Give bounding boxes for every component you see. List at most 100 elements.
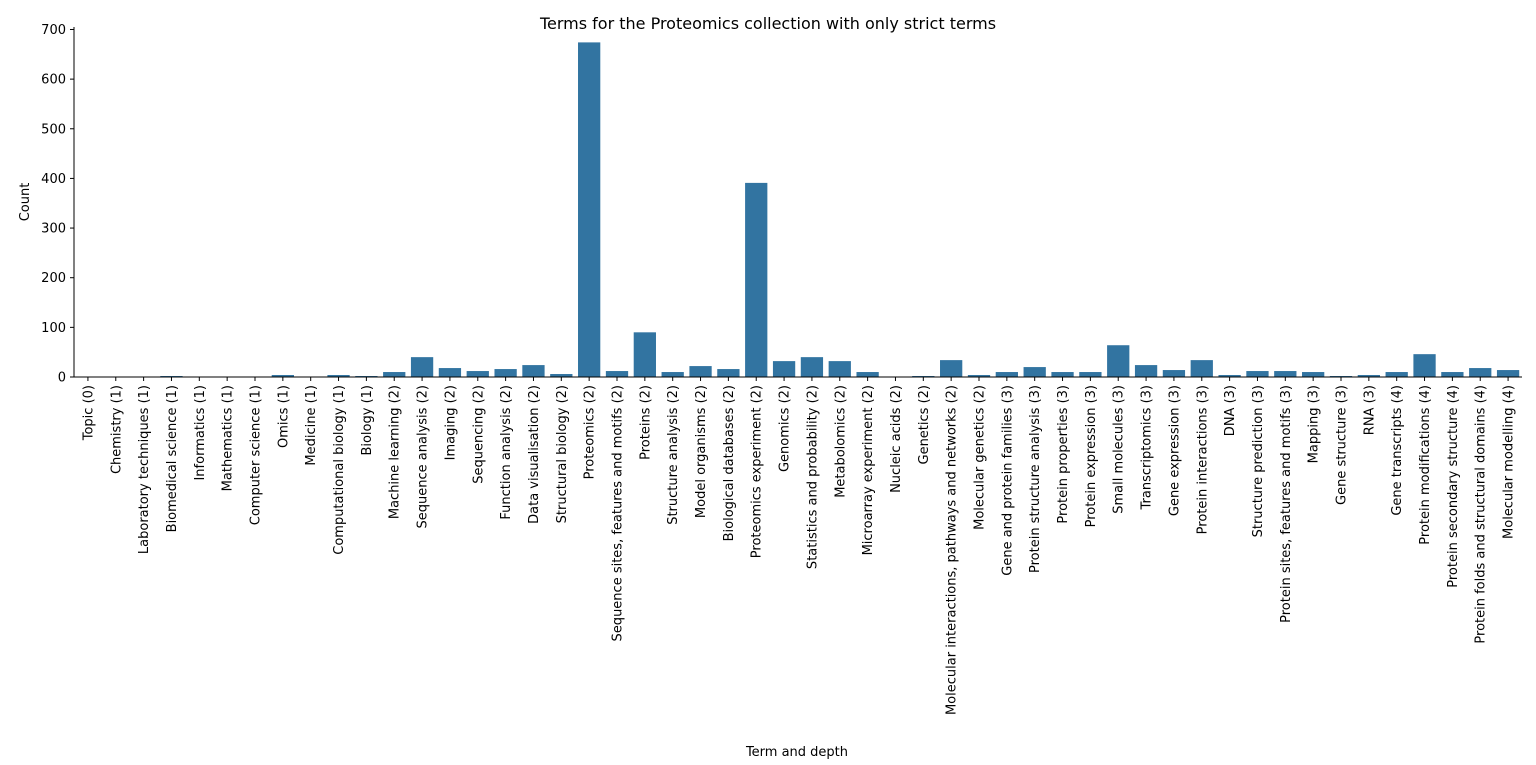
x-tick-label: Protein structure analysis (3)	[1028, 385, 1043, 573]
x-tick-label: Machine learning (2)	[388, 385, 403, 519]
y-axis: 0 100 200 300 400 500 600 700	[41, 23, 75, 386]
bar	[327, 375, 350, 377]
y-tick-label: 600	[41, 73, 66, 88]
bar	[605, 371, 629, 377]
x-tick-label: Topic (0)	[81, 385, 96, 441]
bar	[689, 366, 712, 377]
bar	[522, 365, 545, 377]
bar	[1385, 372, 1408, 377]
chart-title: Terms for the Proteomics collection with…	[539, 14, 996, 33]
x-tick-label: Protein secondary structure (4)	[1446, 385, 1461, 588]
x-tick-label: Computational biology (1)	[332, 385, 347, 555]
bar	[800, 357, 824, 377]
bar	[466, 371, 489, 377]
x-tick-label: Genetics (2)	[917, 385, 932, 465]
x-tick-label: Protein expression (3)	[1084, 385, 1099, 527]
x-tick-label: Proteins (2)	[638, 385, 653, 460]
x-tick-label: Protein sites, features and motifs (3)	[1279, 385, 1294, 623]
x-tick-label: Protein properties (3)	[1056, 385, 1071, 524]
bar	[1357, 375, 1380, 377]
x-tick-label: Structure prediction (3)	[1251, 385, 1266, 537]
y-tick-label: 700	[41, 23, 66, 38]
bar	[410, 357, 434, 377]
x-tick-label: Metabolomics (2)	[833, 385, 848, 498]
x-tick-label: Function analysis (2)	[499, 385, 514, 520]
x-tick-label: Biological databases (2)	[722, 385, 737, 541]
x-tick-label: Microarray experiment (2)	[861, 385, 876, 555]
bar	[1496, 370, 1520, 377]
x-tick-label: Proteomics experiment (2)	[750, 385, 765, 558]
x-tick-label: Gene transcripts (4)	[1390, 385, 1405, 516]
x-tick-label: Gene and protein families (3)	[1000, 385, 1015, 576]
x-tick-label: Structural biology (2)	[555, 385, 570, 523]
bar	[1162, 370, 1186, 377]
y-axis-label: Count	[18, 183, 33, 222]
bar	[550, 374, 573, 377]
x-tick-label: DNA (3)	[1223, 385, 1238, 436]
bars-group	[160, 42, 1520, 377]
bar	[772, 361, 796, 377]
x-tick-label: Proteomics (2)	[583, 385, 598, 479]
bar	[1107, 345, 1130, 377]
x-tick-label: Small molecules (3)	[1112, 385, 1127, 514]
y-tick-label: 400	[41, 172, 66, 187]
bar	[633, 332, 656, 377]
x-tick-label: Laboratory techniques (1)	[137, 385, 152, 554]
x-tick-label: Protein interactions (3)	[1195, 385, 1210, 534]
y-tick-label: 200	[41, 271, 66, 286]
bar	[1246, 371, 1269, 377]
bar	[717, 369, 740, 377]
bar	[494, 369, 517, 377]
x-tick-label: Genomics (2)	[778, 385, 793, 472]
x-tick-label: Molecular genetics (2)	[973, 385, 988, 530]
x-tick-label: Data visualisation (2)	[527, 385, 542, 524]
x-axis: Topic (0) Chemistry (1) Laboratory techniq…	[74, 376, 1522, 715]
bar	[940, 360, 963, 377]
x-tick-label: Biology (1)	[360, 385, 375, 456]
y-tick-label: 500	[41, 122, 66, 137]
bar	[856, 372, 879, 377]
bar	[1218, 375, 1241, 377]
x-tick-label: Nucleic acids (2)	[889, 385, 904, 493]
x-tick-label: Sequence analysis (2)	[416, 385, 431, 528]
x-tick-label: Molecular interactions, pathways and net…	[945, 385, 960, 715]
bar	[967, 375, 991, 377]
x-tick-label: Sequencing (2)	[471, 385, 486, 484]
x-tick-label: Structure analysis (2)	[666, 385, 681, 525]
bar	[995, 372, 1018, 377]
x-tick-label: Imaging (2)	[443, 385, 458, 460]
bar	[1302, 372, 1325, 377]
x-tick-label: Statistics and probability (2)	[805, 385, 820, 569]
x-tick-label: Model organisms (2)	[694, 385, 709, 518]
bar	[438, 368, 462, 377]
bar	[578, 42, 601, 377]
x-tick-label: Biomedical science (1)	[165, 385, 180, 532]
x-tick-label: Mathematics (1)	[221, 385, 236, 491]
x-tick-label: Medicine (1)	[304, 385, 319, 466]
x-axis-label: Term and depth	[745, 745, 848, 760]
x-tick-label: Mapping (3)	[1307, 385, 1322, 463]
bar	[745, 182, 768, 377]
x-tick-label: Transcriptomics (3)	[1140, 385, 1155, 511]
bar	[1051, 372, 1074, 377]
bar	[1441, 372, 1464, 377]
bar	[1134, 365, 1158, 377]
y-tick-label: 100	[41, 321, 66, 336]
x-tick-label: Chemistry (1)	[109, 385, 124, 474]
bar	[661, 372, 684, 377]
x-tick-label: Protein modifications (4)	[1418, 385, 1433, 545]
x-tick-label: Sequence sites, features and motifs (2)	[611, 385, 626, 641]
bar	[271, 375, 294, 377]
bar	[828, 361, 851, 377]
x-tick-label: Computer science (1)	[249, 385, 264, 525]
bar	[1413, 354, 1436, 377]
bar	[1274, 371, 1297, 377]
bar	[1190, 360, 1213, 377]
x-tick-label: Molecular modelling (4)	[1502, 385, 1517, 539]
y-tick-label: 0	[58, 371, 66, 386]
x-tick-label: Informatics (1)	[193, 385, 208, 481]
bar	[1023, 367, 1046, 377]
y-tick-label: 300	[41, 222, 66, 237]
bar	[1469, 368, 1492, 377]
